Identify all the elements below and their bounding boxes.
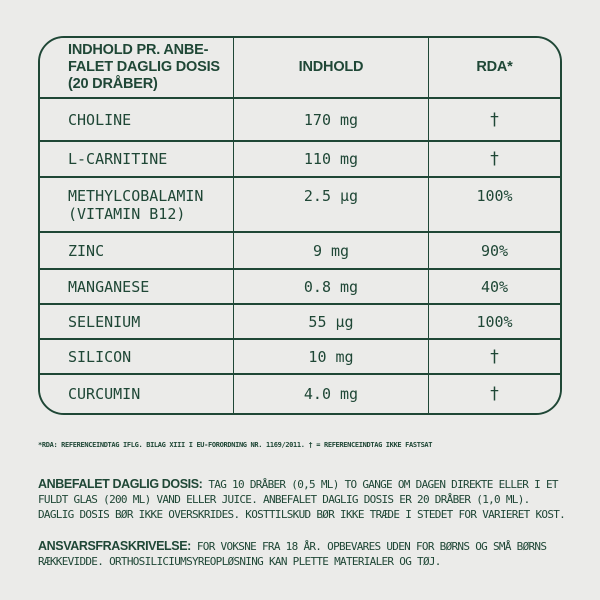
row-name: CURCUMIN xyxy=(40,373,233,413)
disclaimer-label: ANSVARSFRASKRIVELSE: xyxy=(38,539,191,553)
rda-value: 40% xyxy=(480,277,509,296)
row-rda: 40% xyxy=(428,268,560,303)
row-amount: 0.8 mg xyxy=(233,268,428,303)
row-rda: 100% xyxy=(428,176,560,231)
rda-value: 100% xyxy=(476,312,513,331)
supplement-facts-table: INDHOLD PR. ANBE- FALET DAGLIG DOSIS (20… xyxy=(38,36,562,415)
row-amount: 4.0 mg xyxy=(233,373,428,413)
table-header-dose: INDHOLD PR. ANBE- FALET DAGLIG DOSIS (20… xyxy=(40,38,233,97)
row-amount: 170 mg xyxy=(233,97,428,140)
row-name: MANGANESE xyxy=(40,268,233,303)
dosage-instructions: ANBEFALET DAGLIG DOSIS: TAG 10 DRÅBER (0… xyxy=(38,477,572,522)
dagger-symbol: † xyxy=(489,384,500,404)
row-rda: † xyxy=(428,373,560,413)
row-name: SILICON xyxy=(40,338,233,373)
row-amount: 110 mg xyxy=(233,140,428,176)
rda-value: 100% xyxy=(476,187,513,205)
row-amount: 2.5 µg xyxy=(233,176,428,231)
dagger-symbol: † xyxy=(489,346,500,367)
rda-footnote: *RDA: REFERENCEINDTAG IFLG. BILAG XIII I… xyxy=(38,441,433,449)
dosage-label: ANBEFALET DAGLIG DOSIS: xyxy=(38,477,203,491)
row-rda: † xyxy=(428,338,560,373)
row-amount: 9 mg xyxy=(233,231,428,268)
rda-value: 90% xyxy=(480,241,509,260)
row-name: ZINC xyxy=(40,231,233,268)
disclaimer-text: FOR VOKSNE FRA 18 ÅR. OPBEVARES UDEN FOR… xyxy=(38,540,547,568)
row-name: CHOLINE xyxy=(40,97,233,140)
row-name: METHYLCOBALAMIN (VITAMIN B12) xyxy=(40,176,233,231)
row-amount: 55 µg xyxy=(233,303,428,338)
row-amount: 10 mg xyxy=(233,338,428,373)
disclaimer: ANSVARSFRASKRIVELSE: FOR VOKSNE FRA 18 Å… xyxy=(38,539,572,569)
row-rda: † xyxy=(428,97,560,140)
table-header-rda: RDA* xyxy=(428,38,560,97)
row-name: L-CARNITINE xyxy=(40,140,233,176)
row-rda: 90% xyxy=(428,231,560,268)
row-name: SELENIUM xyxy=(40,303,233,338)
table-header-amount: INDHOLD xyxy=(233,38,428,97)
row-rda: † xyxy=(428,140,560,176)
dosage-text: TAG 10 DRÅBER (0,5 ML) TO GANGE OM DAGEN… xyxy=(38,478,566,521)
dagger-symbol: † xyxy=(489,109,500,130)
dagger-symbol: † xyxy=(489,149,500,169)
row-rda: 100% xyxy=(428,303,560,338)
